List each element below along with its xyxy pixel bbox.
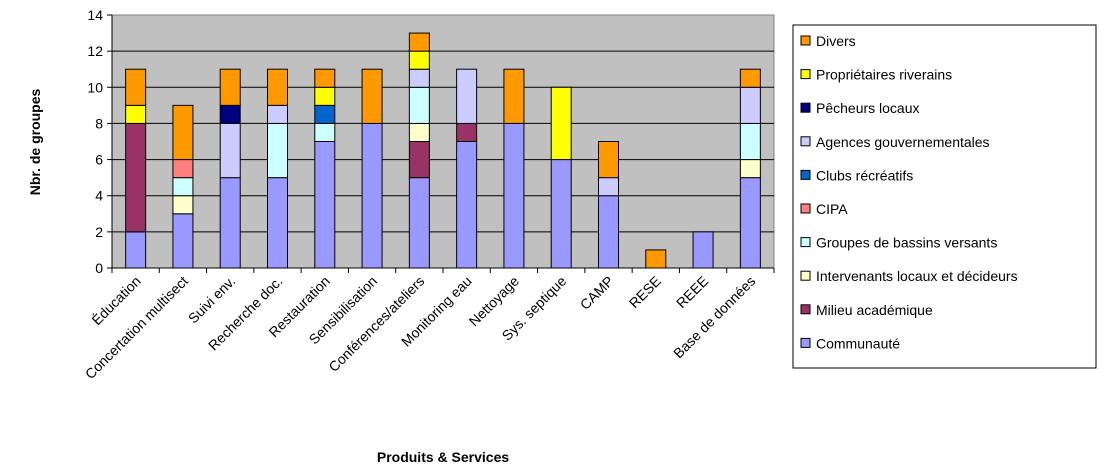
bar-segment: [408, 177, 430, 269]
y-tick-label: 10: [87, 79, 103, 95]
bar-segment: [739, 68, 761, 88]
x-tick-label: CAMP: [577, 273, 617, 313]
legend-label: Communauté: [816, 335, 900, 351]
x-tick-label: RESE: [626, 273, 664, 311]
legend-box: [792, 24, 1097, 369]
y-tick-label: 4: [95, 188, 103, 204]
legend-label: Milieu académique: [816, 302, 933, 318]
legend-swatch: [800, 337, 811, 348]
x-tick-label: REEE: [673, 273, 711, 311]
bar-segment: [739, 122, 761, 161]
bar-segment: [267, 122, 288, 179]
bar-segment: [598, 141, 619, 179]
bar-segment: [408, 86, 430, 124]
legend-swatch: [800, 136, 811, 147]
legend-label: Propriétaires riverains: [816, 67, 952, 83]
legend-label: Divers: [816, 33, 856, 49]
legend-label: CIPA: [816, 201, 848, 217]
bar-segment: [314, 104, 336, 124]
bar-segment: [456, 122, 478, 143]
x-tick-label: Base de données: [670, 273, 758, 361]
bar-segment: [408, 141, 430, 179]
x-axis-title: Produits & Services: [377, 449, 509, 465]
bar-segment: [739, 159, 761, 179]
legend-swatch: [800, 69, 811, 80]
bar-segment: [314, 68, 336, 88]
bar-segment: [503, 122, 525, 269]
legend-label: Pêcheurs locaux: [816, 100, 920, 116]
bar-segment: [408, 50, 430, 70]
legend-swatch: [800, 237, 811, 248]
bar-segment: [408, 32, 430, 52]
bar-segment: [172, 104, 194, 161]
bar-segment: [598, 177, 619, 197]
bar-segment: [361, 68, 383, 124]
bar-segment: [598, 195, 619, 269]
legend-swatch: [800, 35, 811, 46]
bar-segment: [219, 122, 241, 179]
y-tick-label: 0: [95, 260, 103, 276]
bar-segment: [172, 177, 194, 197]
bar-segment: [550, 86, 572, 161]
legend-label: Clubs récréatifs: [816, 167, 913, 183]
legend-label: Intervenants locaux et décideurs: [816, 268, 1018, 284]
y-axis-ticks: 0 2 4 6 8 10 12 14: [87, 7, 112, 276]
bar-segment: [314, 141, 336, 269]
y-tick-label: 14: [87, 7, 103, 23]
legend-swatch: [800, 169, 811, 180]
bar-segment: [739, 86, 761, 124]
bar-segment: [267, 68, 288, 106]
bar-segment: [172, 195, 194, 215]
bar-segment: [125, 68, 147, 106]
bar-segment: [456, 141, 478, 269]
bar-segment: [503, 68, 525, 124]
legend-swatch: [800, 203, 811, 214]
bar-segment: [550, 159, 572, 269]
bar-segment: [408, 68, 430, 88]
legend-swatch: [800, 304, 811, 315]
legend: Divers Propriétaires riverains Pêcheurs lo…: [800, 33, 1018, 351]
legend-swatch: [800, 270, 811, 281]
bar-segment: [219, 104, 241, 124]
y-axis-title: Nbr. de groupes: [27, 89, 43, 196]
bar-segment: [314, 122, 336, 143]
bar-segment: [692, 231, 714, 269]
bar-segment: [267, 177, 288, 269]
bar-segment: [361, 122, 383, 269]
bar-segment: [125, 231, 147, 269]
bar-segment: [408, 122, 430, 143]
bar-segment: [739, 177, 761, 269]
bar-segment: [267, 104, 288, 124]
legend-swatch: [800, 102, 811, 113]
plot-area: [111, 14, 775, 269]
bar-segment: [125, 104, 147, 124]
bar-segment: [219, 68, 241, 106]
bar-segment: [172, 159, 194, 179]
y-tick-label: 8: [95, 115, 103, 131]
bar-segment: [125, 122, 147, 233]
y-tick-label: 12: [87, 43, 103, 59]
y-tick-label: 6: [95, 152, 103, 168]
bar-segment: [219, 177, 241, 269]
legend-label: Groupes de bassins versants: [816, 235, 997, 251]
bar-segment: [645, 249, 667, 269]
legend-label: Agences gouvernementales: [816, 134, 990, 150]
bar-segment: [456, 68, 478, 124]
bar-segment: [172, 213, 194, 269]
bar-segment: [314, 86, 336, 106]
y-tick-label: 2: [95, 224, 103, 240]
